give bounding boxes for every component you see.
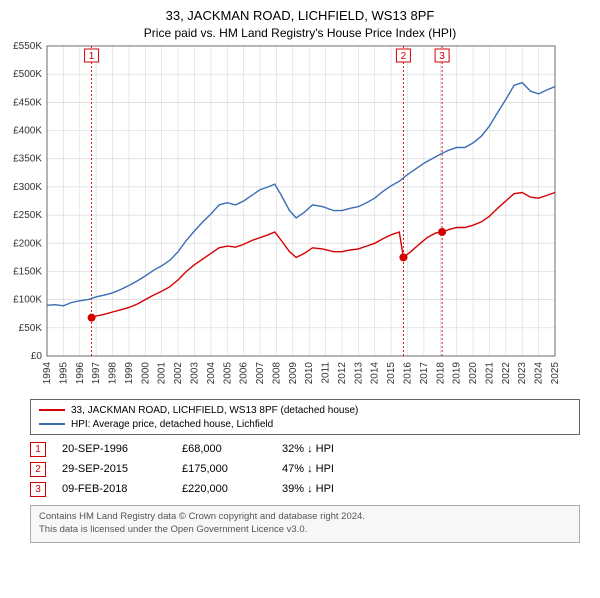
svg-text:2000: 2000 [140, 362, 151, 385]
event-badge: 3 [30, 482, 46, 497]
svg-text:2022: 2022 [501, 362, 512, 385]
legend-item: 33, JACKMAN ROAD, LICHFIELD, WS13 8PF (d… [39, 403, 571, 417]
svg-text:£250K: £250K [13, 210, 42, 221]
svg-text:2012: 2012 [337, 362, 348, 385]
event-date: 20-SEP-1996 [62, 443, 182, 455]
disclaimer-line: This data is licensed under the Open Gov… [39, 524, 571, 537]
svg-text:1998: 1998 [108, 362, 119, 385]
event-diff: 47% ↓ HPI [282, 463, 334, 475]
svg-text:£150K: £150K [13, 266, 42, 277]
svg-text:2016: 2016 [403, 362, 414, 385]
svg-text:2005: 2005 [222, 362, 233, 385]
svg-text:1: 1 [89, 51, 95, 62]
event-badge: 2 [30, 462, 46, 477]
price-chart: £0 £50K £100K £150K £200K £250K £300K £350K £400… [0, 40, 560, 395]
svg-text:1996: 1996 [75, 362, 86, 385]
event-row: 1 20-SEP-1996£68,00032% ↓ HPI [30, 439, 580, 459]
svg-text:2009: 2009 [288, 362, 299, 385]
svg-text:2004: 2004 [206, 362, 217, 385]
svg-text:2001: 2001 [157, 362, 168, 385]
event-row: 3 09-FEB-2018£220,00039% ↓ HPI [30, 479, 580, 499]
svg-text:2024: 2024 [534, 362, 545, 385]
svg-text:£300K: £300K [13, 182, 42, 193]
svg-text:2023: 2023 [517, 362, 528, 385]
svg-text:2: 2 [401, 51, 407, 62]
svg-text:£200K: £200K [13, 238, 42, 249]
svg-text:£50K: £50K [19, 323, 43, 334]
svg-text:2010: 2010 [304, 362, 315, 385]
svg-text:1997: 1997 [91, 362, 102, 385]
svg-text:2008: 2008 [271, 362, 282, 385]
svg-text:1994: 1994 [42, 362, 53, 385]
event-diff: 39% ↓ HPI [282, 483, 334, 495]
svg-text:2003: 2003 [189, 362, 200, 385]
legend-item: HPI: Average price, detached house, Lich… [39, 417, 571, 431]
page-subtitle: Price paid vs. HM Land Registry's House … [0, 26, 600, 40]
svg-text:£0: £0 [31, 351, 43, 362]
event-date: 29-SEP-2015 [62, 463, 182, 475]
svg-text:2021: 2021 [484, 362, 495, 385]
svg-text:2015: 2015 [386, 362, 397, 385]
svg-text:2014: 2014 [370, 362, 381, 385]
legend-label: HPI: Average price, detached house, Lich… [71, 419, 273, 430]
page-title: 33, JACKMAN ROAD, LICHFIELD, WS13 8PF [0, 8, 600, 23]
svg-text:2019: 2019 [452, 362, 463, 385]
event-price: £175,000 [182, 463, 282, 475]
svg-text:£550K: £550K [13, 41, 42, 52]
svg-text:£450K: £450K [13, 97, 42, 108]
svg-text:£500K: £500K [13, 69, 42, 80]
svg-text:3: 3 [439, 51, 445, 62]
svg-text:2006: 2006 [239, 362, 250, 385]
svg-text:2017: 2017 [419, 362, 430, 385]
svg-text:2011: 2011 [321, 362, 332, 384]
svg-text:£350K: £350K [13, 154, 42, 165]
svg-text:1995: 1995 [58, 362, 69, 385]
event-diff: 32% ↓ HPI [282, 443, 334, 455]
disclaimer-line: Contains HM Land Registry data © Crown c… [39, 511, 571, 524]
event-badge: 1 [30, 442, 46, 457]
event-date: 09-FEB-2018 [62, 483, 182, 495]
legend-swatch [39, 423, 65, 425]
svg-text:2025: 2025 [550, 362, 560, 385]
svg-text:£400K: £400K [13, 126, 42, 137]
svg-text:2018: 2018 [435, 362, 446, 385]
svg-text:2002: 2002 [173, 362, 184, 385]
event-price: £220,000 [182, 483, 282, 495]
legend-label: 33, JACKMAN ROAD, LICHFIELD, WS13 8PF (d… [71, 405, 358, 416]
event-price: £68,000 [182, 443, 282, 455]
disclaimer: Contains HM Land Registry data © Crown c… [30, 505, 580, 543]
svg-text:£100K: £100K [13, 295, 42, 306]
events-table: 1 20-SEP-1996£68,00032% ↓ HPI 2 29-SEP-2015… [30, 439, 580, 499]
svg-text:1999: 1999 [124, 362, 135, 385]
legend: 33, JACKMAN ROAD, LICHFIELD, WS13 8PF (d… [30, 399, 580, 435]
svg-text:2013: 2013 [353, 362, 364, 385]
svg-text:2020: 2020 [468, 362, 479, 385]
event-row: 2 29-SEP-2015£175,00047% ↓ HPI [30, 459, 580, 479]
svg-text:2007: 2007 [255, 362, 266, 385]
legend-swatch [39, 409, 65, 411]
